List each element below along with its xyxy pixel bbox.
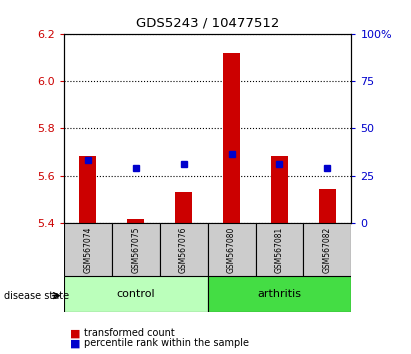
Bar — [112, 223, 159, 276]
Text: ■: ■ — [70, 329, 81, 338]
Bar — [256, 223, 303, 276]
Text: GSM567080: GSM567080 — [227, 226, 236, 273]
Bar — [64, 276, 208, 312]
Text: arthritis: arthritis — [257, 289, 302, 299]
Text: GSM567076: GSM567076 — [179, 226, 188, 273]
Bar — [208, 276, 351, 312]
Bar — [127, 219, 144, 223]
Text: GSM567075: GSM567075 — [131, 226, 140, 273]
Bar — [303, 223, 351, 276]
Text: control: control — [116, 289, 155, 299]
Bar — [175, 192, 192, 223]
Bar — [159, 223, 208, 276]
Text: GSM567082: GSM567082 — [323, 227, 332, 273]
Text: disease state: disease state — [4, 291, 69, 301]
Text: transformed count: transformed count — [84, 329, 175, 338]
Text: GSM567081: GSM567081 — [275, 227, 284, 273]
Bar — [223, 52, 240, 223]
Text: percentile rank within the sample: percentile rank within the sample — [84, 338, 249, 348]
Text: GSM567074: GSM567074 — [83, 226, 92, 273]
Bar — [79, 155, 96, 223]
Bar — [208, 223, 256, 276]
Bar — [319, 189, 336, 223]
Title: GDS5243 / 10477512: GDS5243 / 10477512 — [136, 17, 279, 30]
Bar — [64, 223, 112, 276]
Text: ■: ■ — [70, 338, 81, 348]
Bar — [271, 155, 288, 223]
